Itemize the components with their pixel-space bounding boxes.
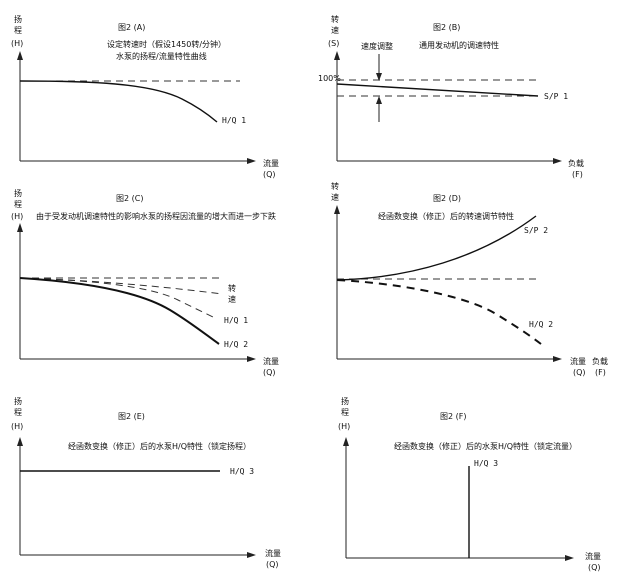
panel-b-speed-adjust-label: 速度调整 <box>361 41 393 51</box>
panel-e: 扬 程 (H) 流量 (Q) 图2 (E) 经函数变换（修正）后的水泵H/Q特性… <box>11 396 281 569</box>
panel-b-y-arrow <box>334 51 340 60</box>
panel-e-y-label-3: (H) <box>11 422 23 431</box>
panel-b-desc-1: 通用发动机的调速特性 <box>419 40 499 50</box>
panel-e-title: 图2 (E) <box>118 412 145 421</box>
panel-b-y-label-3: (S) <box>328 39 339 48</box>
panel-a-y-label-1: 扬 <box>14 14 22 24</box>
panel-c-y-arrow <box>17 223 23 232</box>
panel-c: 扬 程 (H) 流量 (Q) 图2 (C) 由于受发动机调速特性的影响水泵的扬程… <box>11 188 279 377</box>
panel-b-y-label-1: 转 <box>331 14 339 24</box>
panel-d-sp2-label: S/P 2 <box>524 226 548 235</box>
panel-c-hq2-label: H/Q 2 <box>224 340 248 349</box>
panel-f-y-arrow <box>343 437 349 446</box>
panel-c-speed-label-1: 转 <box>228 283 236 293</box>
panel-a-desc-1: 设定转速时（假设1450转/分钟） <box>107 39 226 49</box>
panel-c-hq1-label: H/Q 1 <box>224 316 248 325</box>
panel-e-y-label-2: 程 <box>14 408 22 417</box>
panel-f-y-label-2: 程 <box>341 408 349 417</box>
panel-d: 转 速 流量 (Q) 负载 (F) 图2 (D) 经函数变换（修正）后的转速调节… <box>331 181 608 377</box>
panel-f-title: 图2 (F) <box>440 412 466 421</box>
panel-d-y-label-1: 转 <box>331 181 339 191</box>
panel-c-y-label-3: (H) <box>11 212 23 221</box>
panel-c-speed-label-2: 速 <box>228 295 236 304</box>
panel-f: 扬 程 (H) 流量 (Q) 图2 (F) 经函数变换（修正）后的水泵H/Q特性… <box>338 396 601 572</box>
panel-c-x-arrow <box>247 356 256 362</box>
panel-a-desc-2: 水泵的扬程/流量特性曲线 <box>116 51 207 61</box>
panel-e-x-label-2: (Q) <box>266 560 279 569</box>
panel-b-x-arrow <box>553 158 562 164</box>
panel-b-x-label-2: (F) <box>572 170 583 179</box>
panel-a: 扬 程 (H) 流量 (Q) 图2 (A) 设定转速时（假设1450转/分钟） … <box>11 14 279 179</box>
panel-c-x-label-2: (Q) <box>263 368 276 377</box>
panel-e-desc-1: 经函数变换（修正）后的水泵H/Q特性（锁定扬程） <box>68 441 251 451</box>
panel-c-hq1-curve <box>19 277 216 319</box>
panel-b-title: 图2 (B) <box>433 23 460 32</box>
panel-a-hq1-curve <box>19 80 218 123</box>
panel-d-load-label-2: (F) <box>595 368 606 377</box>
panel-d-hq2-curve <box>336 279 542 345</box>
panel-c-title: 图2 (C) <box>116 194 143 203</box>
panel-c-hq2-curve <box>19 277 220 345</box>
panel-b-adjust-arrowhead-down <box>376 73 382 81</box>
panel-b-adjust-arrowhead-up <box>376 96 382 104</box>
panel-a-x-label-1: 流量 <box>263 158 279 168</box>
panel-c-x-label-1: 流量 <box>263 356 279 366</box>
panel-e-hq3-label: H/Q 3 <box>230 467 254 476</box>
panel-d-flow-label-1: 流量 <box>570 356 586 366</box>
panel-d-desc-1: 经函数变换（修正）后的转速调节特性 <box>378 211 514 221</box>
panel-e-y-arrow <box>17 437 23 446</box>
panel-e-x-arrow <box>247 552 256 558</box>
panel-d-y-arrow <box>334 205 340 214</box>
panel-b-sp1-line <box>336 83 539 97</box>
panel-b-sp1-label: S/P 1 <box>544 92 568 101</box>
panel-a-title: 图2 (A) <box>118 23 145 32</box>
panel-c-y-label-2: 程 <box>14 200 22 209</box>
panel-a-hq1-label: H/Q 1 <box>222 116 246 125</box>
panel-a-y-label-3: (H) <box>11 39 23 48</box>
panel-e-x-label-1: 流量 <box>265 548 281 558</box>
panel-d-load-label-1: 负载 <box>592 356 608 366</box>
panel-b-100pct-label: 100% <box>318 74 341 83</box>
panel-f-y-label-1: 扬 <box>341 396 349 406</box>
panel-d-y-label-2: 速 <box>331 193 339 202</box>
panel-f-hq3-label: H/Q 3 <box>474 459 498 468</box>
panel-f-desc-1: 经函数变换（修正）后的水泵H/Q特性（锁定流量） <box>394 441 577 451</box>
panel-f-x-arrow <box>565 555 574 561</box>
panel-e-y-label-1: 扬 <box>14 396 22 406</box>
panel-c-desc-1: 由于受发动机调速特性的影响水泵的扬程因流量的增大而进一步下跌 <box>36 211 276 221</box>
panel-a-x-label-2: (Q) <box>263 170 276 179</box>
panel-a-x-arrow <box>247 158 256 164</box>
panel-f-x-label-2: (Q) <box>588 563 601 572</box>
panel-d-hq2-label: H/Q 2 <box>529 320 553 329</box>
panel-d-title: 图2 (D) <box>433 194 461 203</box>
panel-f-y-label-3: (H) <box>338 422 350 431</box>
panel-d-sp2-curve <box>336 215 537 281</box>
panel-c-y-label-1: 扬 <box>14 188 22 198</box>
panel-b-y-label-2: 速 <box>331 26 339 35</box>
panel-a-y-label-2: 程 <box>14 26 22 35</box>
panel-a-y-arrow <box>17 51 23 60</box>
panel-b-x-label-1: 负载 <box>568 158 584 168</box>
panel-b: 转 速 (S) 负载 (F) 图2 (B) 通用发动机的调速特性 速度调整 10… <box>318 14 584 179</box>
panel-d-x-arrow <box>553 356 562 362</box>
panel-f-x-label-1: 流量 <box>585 551 601 561</box>
panel-d-flow-label-2: (Q) <box>573 368 586 377</box>
